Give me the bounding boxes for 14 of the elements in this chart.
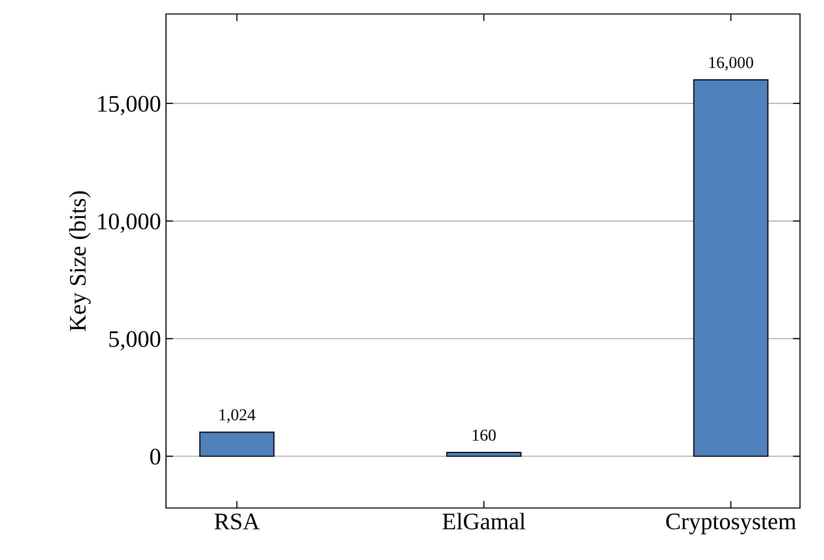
y-tick-label: 0	[150, 448, 160, 465]
bar	[199, 432, 274, 457]
data-label: 160	[472, 430, 496, 441]
y-tick-label: 15,000	[98, 96, 160, 116]
y-tick-label: 5,000	[109, 331, 160, 350]
x-tick-label: Cryptosystem	[666, 514, 796, 534]
data-label: 16,000	[709, 56, 754, 71]
y-axis-title: Key Size (bits)	[69, 191, 91, 332]
bar	[446, 452, 522, 457]
x-tick-label: RSA	[214, 514, 260, 530]
bar	[693, 79, 768, 457]
data-label: 1,024	[220, 409, 256, 423]
x-tick-label: ElGamal	[442, 512, 526, 530]
y-tick-label: 10,000	[98, 214, 160, 233]
